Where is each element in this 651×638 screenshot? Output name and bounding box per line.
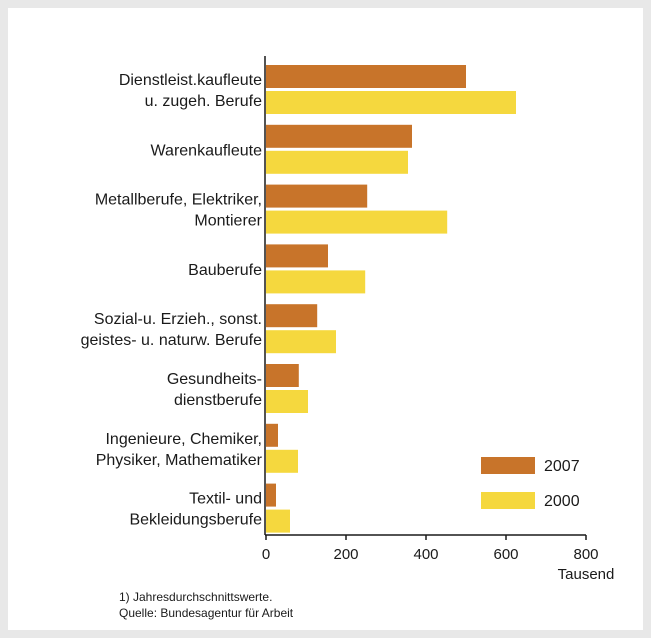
bar-2000-4 [266,330,336,354]
bar-2000-5 [266,390,308,413]
footnote: 1) Jahresdurchschnittswerte. [119,590,273,604]
legend-label-2000: 2000 [544,493,580,510]
category-label: Metallberufe, Elektriker, [95,192,262,209]
category-label: Bekleidungsberufe [129,512,262,529]
category-label: Gesundheits- [167,371,262,388]
bar-2007-0 [266,65,466,88]
bar-2007-7 [266,483,276,507]
source-note: Quelle: Bundesagentur für Arbeit [119,606,294,620]
x-tick-label: 400 [413,546,438,563]
bar-2000-6 [266,449,298,473]
x-tick-label: 600 [493,546,518,563]
bar-2000-3 [266,270,366,294]
bar-2007-4 [266,304,318,328]
category-label: Dienstleist.kaufleute [119,72,262,89]
category-label: Warenkaufleute [151,142,263,159]
category-label: Ingenieure, Chemiker, [105,431,262,448]
bar-2000-2 [266,210,448,234]
x-axis-unit-label: Tausend [558,566,615,583]
bar-2007-3 [266,244,328,268]
bar-2007-1 [266,124,412,148]
category-label: Physiker, Mathematiker [96,452,263,469]
bar-2000-1 [266,150,408,174]
x-tick-label: 200 [333,546,358,563]
legend-label-2007: 2007 [544,458,580,475]
chart-panel: Dienstleist.kaufleute u. zugeh. Berufe War… [8,8,643,630]
bar-chart: Dienstleist.kaufleute u. zugeh. Berufe War… [81,56,615,583]
category-label: u. zugeh. Berufe [145,93,263,110]
category-label: Textil- und [189,491,262,508]
bar-2007-6 [266,423,278,447]
category-label: Sozial-u. Erzieh., sonst. [94,311,262,328]
legend-swatch-2007 [481,457,535,474]
x-tick-label: 0 [262,546,270,563]
bar-2000-7 [266,509,290,533]
bar-2007-5 [266,364,299,387]
category-label: dienstberufe [174,392,262,409]
x-tick-label: 800 [573,546,598,563]
bar-2000-0 [266,91,516,114]
category-label: Montierer [194,213,262,230]
category-label: geistes- u. naturw. Berufe [81,332,263,349]
legend-swatch-2000 [481,492,535,509]
category-label: Bauberufe [188,262,262,279]
bar-2007-2 [266,184,368,208]
